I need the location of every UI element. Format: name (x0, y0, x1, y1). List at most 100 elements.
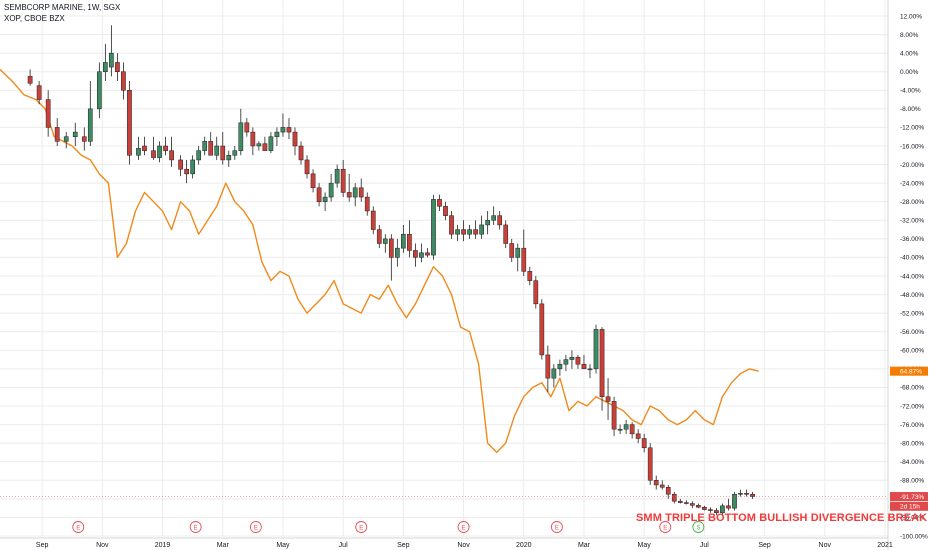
candle (605, 378, 611, 420)
x-tick-label: May (638, 542, 652, 549)
candle (136, 136, 141, 160)
candle (163, 136, 168, 156)
candle (437, 194, 442, 211)
candle-body (286, 127, 292, 133)
event-label: E (359, 525, 363, 531)
tag-label: 64.87% (900, 368, 922, 375)
candle (647, 443, 653, 485)
y-tick-label: -24.00% (900, 180, 924, 187)
candle (274, 127, 280, 146)
candle (220, 132, 226, 165)
y-tick-label: 0.00% (900, 69, 919, 76)
price-tag: -91.73% (890, 492, 928, 502)
candle-body (599, 329, 605, 397)
candle-body (467, 229, 472, 235)
candle-body (340, 168, 346, 193)
candle (617, 424, 623, 434)
candle-body (539, 303, 545, 356)
candle (461, 220, 466, 242)
candle (232, 146, 238, 160)
candle-body (605, 396, 611, 402)
candle-body (72, 131, 78, 137)
y-tick-label: 12.00% (900, 13, 922, 20)
candle-body (292, 131, 298, 147)
y-tick-label: -68.00% (900, 385, 924, 392)
candle (322, 192, 328, 211)
candle (545, 345, 551, 393)
y-tick-label: -36.00% (900, 236, 924, 243)
candle (527, 266, 533, 286)
candle-body (316, 187, 322, 202)
y-tick-label: -16.00% (900, 143, 924, 150)
event-circle (457, 521, 470, 533)
candle (551, 364, 557, 388)
y-tick-label: 8.00% (900, 32, 919, 39)
candle (190, 155, 196, 179)
candle (103, 43, 108, 81)
x-tick-label: Sep (36, 542, 49, 549)
candle-body (178, 159, 183, 170)
candle-body (169, 150, 174, 161)
candle (671, 491, 677, 504)
x-tick-label: Sep (758, 542, 771, 549)
candle (298, 141, 304, 165)
candle-body (226, 155, 232, 161)
candle-body (401, 233, 406, 249)
candle (575, 354, 581, 369)
candle-body (665, 487, 671, 495)
candle (599, 327, 605, 411)
candle-body (256, 143, 262, 147)
candle-body (479, 224, 484, 235)
candle-body (63, 136, 69, 142)
y-tick-label: -32.00% (900, 218, 924, 225)
candle (449, 211, 454, 239)
candle-body (352, 187, 358, 198)
candle (509, 238, 515, 263)
event-circle (355, 521, 368, 533)
candle (665, 484, 671, 499)
candle-body (310, 173, 316, 189)
candle-body (551, 368, 557, 379)
main-symbol-legend: SEMBCORP MARINE, 1W, SGX (4, 3, 121, 12)
candle (714, 508, 719, 516)
candle-body (521, 247, 527, 272)
candle-body (611, 401, 617, 430)
candle-body (304, 159, 310, 175)
y-tick-label: -28.00% (900, 199, 924, 206)
candle-body (96, 71, 102, 110)
earnings-marker: E (72, 521, 85, 533)
candles (27, 25, 755, 516)
candle (196, 146, 202, 165)
candle-body (527, 271, 533, 281)
y-tick-label: -56.00% (900, 329, 924, 336)
candle-body (238, 122, 244, 151)
y-tick-label: -12.00% (900, 125, 924, 132)
candle (27, 69, 33, 86)
candle-body (328, 182, 334, 198)
candle-body (617, 428, 623, 431)
candle (539, 299, 545, 360)
candle (581, 354, 587, 370)
candle-body (455, 229, 460, 235)
candle-body (157, 145, 162, 158)
event-circle (550, 521, 563, 533)
candle-body (708, 509, 713, 511)
candle (208, 132, 214, 156)
candle (388, 234, 394, 281)
x-tick-label: 2019 (155, 542, 171, 549)
event-label: E (555, 525, 559, 531)
chart-annotation: SMM TRIPLE BOTTOM BULLISH DIVERGENCE BRE… (636, 512, 928, 524)
candle-body (497, 215, 503, 226)
candle-body (744, 493, 749, 495)
earnings-marker: E (355, 521, 368, 533)
candle-body (382, 238, 388, 244)
candle (280, 113, 286, 137)
event-label: E (663, 525, 667, 531)
candle-body (473, 229, 478, 235)
candle-body (54, 127, 60, 142)
candle-body (220, 145, 226, 161)
candle-body (244, 122, 250, 133)
candle (593, 324, 599, 374)
candle-body (635, 433, 641, 439)
